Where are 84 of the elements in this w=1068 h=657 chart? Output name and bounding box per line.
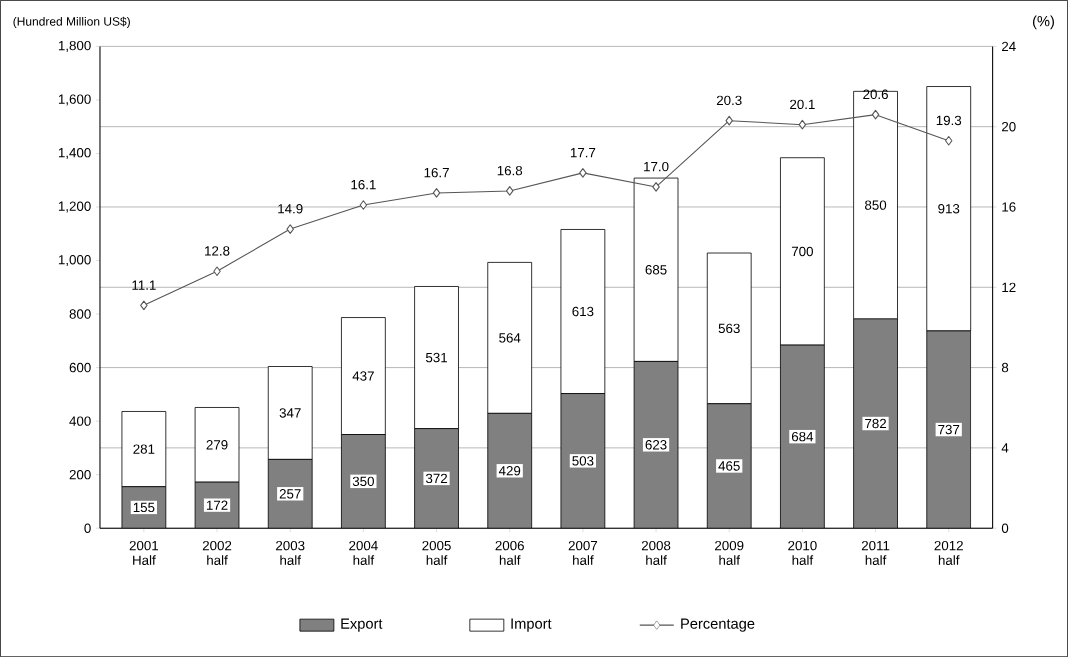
y-tick-label: 1,600 [58,94,91,106]
point [213,266,221,276]
data-label: 350 [352,476,374,486]
data-label: 372 [425,473,447,484]
y2-tick-label: 8 [1001,362,1009,373]
point [579,167,587,178]
data-label: 20.3 [716,95,742,105]
data-label: 281 [133,444,155,454]
point [798,119,807,130]
data-label: 17.7 [570,148,596,158]
data-label: 20.1 [790,99,815,110]
y2-tick-label: 16 [1002,202,1016,212]
data-label: 16.1 [351,179,376,190]
data-label: 347 [279,408,301,418]
x-tick-label: 2005 half [422,540,451,565]
data-label: 531 [425,352,448,363]
data-label: 19.3 [936,115,962,126]
data-label: 279 [206,440,228,450]
data-label: 155 [133,502,155,513]
point [286,224,294,234]
data-label: 257 [279,489,301,499]
y-tick-label: 1,400 [58,147,91,159]
point [652,182,660,192]
data-label: 437 [352,371,374,381]
bar [267,366,313,460]
point [871,109,880,120]
point [432,188,441,198]
y-tick-label: 0 [84,523,91,533]
bar [194,407,240,483]
y2-axis-title: (%) [1032,15,1054,30]
x-tick-label: 2009 half [715,540,744,565]
y-axis-title: (Hundred Million US$) [13,16,130,29]
y2-tick-label: 4 [1001,443,1009,453]
x-tick-label: 2007 half [568,540,598,565]
y2-tick-label: 24 [1002,41,1016,51]
y-tick-label: 400 [69,416,91,426]
y-tick-label: 1,000 [58,254,91,266]
y2-tick-label: 12 [1002,282,1016,292]
data-label: 14.9 [278,203,303,214]
x-tick-label: 2008 half [641,540,671,565]
y2-tick-label: 0 [1001,523,1009,533]
x-tick-label: 2011 half [861,540,890,565]
legend-label: Import [511,618,552,632]
data-label: 12.8 [205,246,230,256]
data-label: 850 [865,200,887,210]
data-label: 16.8 [497,165,523,176]
y-tick-label: 600 [69,362,91,373]
data-label: 16.7 [424,167,449,178]
data-label: 685 [645,264,667,275]
data-label: 564 [499,333,521,343]
legend-label: Export [341,618,383,632]
x-tick-label: 2002 half [202,540,232,565]
x-tick-label: 2006 half [495,540,524,565]
data-label: 503 [572,456,594,466]
data-label: 737 [938,424,960,435]
data-label: 623 [645,440,667,450]
data-label: 782 [865,418,887,429]
data-label: 465 [718,461,740,471]
x-tick-label: 2004 half [349,540,378,565]
point [505,186,514,196]
point [359,200,368,210]
y-tick-label: 800 [69,309,91,319]
data-label: 700 [791,246,813,257]
y2-tick-label: 20 [1002,121,1016,132]
data-label: 913 [938,203,960,214]
y-tick-label: 1,200 [58,201,91,213]
data-label: 684 [791,431,814,442]
data-label: 613 [572,306,594,317]
data-label: 11.1 [132,280,156,290]
x-tick-label: 2001 Half [129,540,159,565]
x-tick-label: 2010 half [788,540,817,565]
data-label: 17.0 [644,161,669,172]
x-tick-label: 2012 half [934,540,963,565]
legend-label: Percentage [681,618,755,632]
data-label: 20.6 [863,89,888,99]
y-tick-label: 1,800 [58,40,91,52]
x-tick-label: 2003 half [276,540,305,565]
point [140,300,148,311]
y-tick-label: 200 [69,469,91,480]
point [944,135,953,146]
data-label: 429 [498,466,521,476]
point [725,115,733,126]
data-label: 563 [718,323,740,334]
data-label: 172 [206,500,228,510]
